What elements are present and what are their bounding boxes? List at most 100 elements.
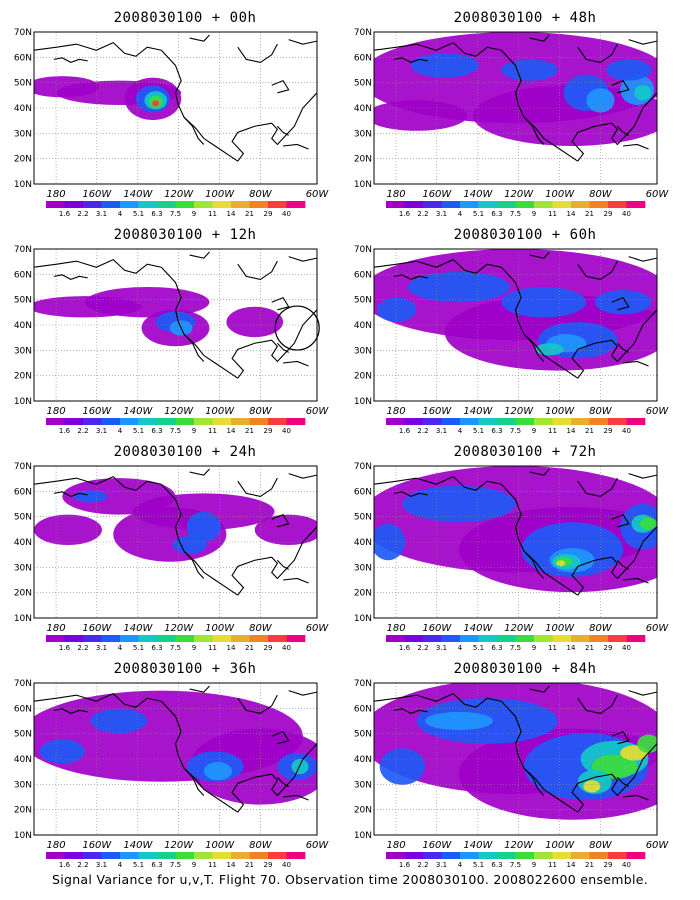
coastline [616,342,629,353]
map-12h: 70N 60N 50N 40N 30N 20N 10N 180 160W 140W 120W 100W… [14,245,330,435]
lon-label: 80W [249,840,273,851]
colorbar-segment [404,201,424,208]
coastline [500,483,579,596]
coastline [393,274,428,281]
colorbar-segment [286,852,306,859]
colorbar-segment [626,201,646,208]
coastline [529,251,550,259]
variance-contour [34,514,102,546]
colorbar-segment [423,418,442,425]
variance-contour [379,748,425,785]
coastline [523,767,545,796]
coastline [577,694,618,714]
colorbar-label: 14 [227,644,236,652]
highlight-circle [274,305,320,351]
lon-label: 60W [306,406,330,417]
coastline [529,34,550,42]
colorbar-segment [626,635,646,642]
lon-label: 120W [164,623,194,634]
colorbar-label: 7.5 [170,427,181,435]
lat-label: 30N [354,563,372,573]
lat-label: 30N [354,346,372,356]
lon-label: 160W [422,406,452,417]
lat-label: 10N [14,831,32,841]
lon-label: 140W [123,189,153,200]
colorbar-segment [460,201,479,208]
colorbar-segment [386,418,405,425]
colorbar-segment [83,852,102,859]
colorbar-segment [268,852,287,859]
colorbar-segment [515,418,535,425]
colorbar-label: 4 [118,427,123,435]
colorbar-segment [46,852,65,859]
colorbar-label: 1.6 [59,644,71,652]
coastline [571,309,657,379]
lat-label: 50N [14,513,32,523]
colorbar-segment [497,852,516,859]
colorbar-segment [212,635,232,642]
coastline [231,526,317,596]
coastline [160,700,239,813]
lat-label: 20N [354,806,372,816]
coastline [393,708,428,715]
panel-48h: 2008030100 + 48h 70N 60N 50N 40N 30N 20N 10N 18… [354,8,690,220]
coastline [622,143,649,150]
figure-caption: Signal Variance for u,v,T. Flight 70. Ob… [51,872,649,887]
coastline [282,794,309,801]
colorbar-segment [286,635,306,642]
colorbar-label: 11 [548,644,557,652]
colorbar-segment [478,201,498,208]
lat-label: 70N [14,28,32,38]
colorbar-segment [478,852,498,859]
coastline [271,513,290,528]
colorbar-label: 2.2 [77,861,88,869]
map-72h: 70N 60N 50N 40N 30N 20N 10N 180 160W 140W 120W 100W… [354,462,670,652]
colorbar-label: 4 [118,644,123,652]
map-frame [33,248,318,402]
coastline [271,296,290,311]
panel-title: 2008030100 + 00h [113,10,257,26]
variance-contour [133,493,275,530]
coastline [611,513,630,528]
colorbar-segment [478,418,498,425]
lon-label: 140W [463,406,493,417]
colorbar-label: 14 [567,427,576,435]
lon-label: 120W [504,406,534,417]
coastline [34,258,162,274]
colorbar-segment [515,201,535,208]
lat-label: 60N [354,704,372,714]
colorbar-segment [571,201,590,208]
map-frame [33,31,318,185]
variance-contour [634,85,652,101]
coastline [523,550,545,579]
colorbar-segment [83,418,102,425]
colorbar-segment [626,418,646,425]
colorbar-segment [83,201,102,208]
lon-label: 60W [306,623,330,634]
lon-label: 100W [205,840,235,851]
colorbar-label: 11 [208,427,217,435]
colorbar-segment [83,635,102,642]
colorbar-segment [497,418,516,425]
colorbar-segment [589,418,609,425]
colorbar-label: 2.2 [77,210,88,218]
panel-60h: 2008030100 + 60h 70N 60N 50N 40N 30N 20N 10N 18… [354,225,690,437]
colorbar-segment [441,852,461,859]
colorbar-segment [231,635,250,642]
lon-label: 180 [47,623,66,634]
lat-label: 20N [14,806,32,816]
variance-contour [90,708,148,734]
colorbar-segment [286,201,306,208]
colorbar-segment [534,635,553,642]
lon-label: 100W [545,840,575,851]
colorbar-label: 21 [245,210,254,218]
colorbar-label: 9 [192,427,196,435]
coastline [237,260,278,280]
coastline [616,776,629,787]
map-36h: 70N 60N 50N 40N 30N 20N 10N 180 160W 140W 120W 100W… [14,679,330,869]
lat-label: 10N [14,397,32,407]
lon-label: 120W [504,840,534,851]
colorbar-label: 9 [192,644,196,652]
panel-00h: 2008030100 + 00h 70N 60N 50N 40N 30N 20N 10N 18… [14,8,350,220]
coastline [160,483,239,596]
